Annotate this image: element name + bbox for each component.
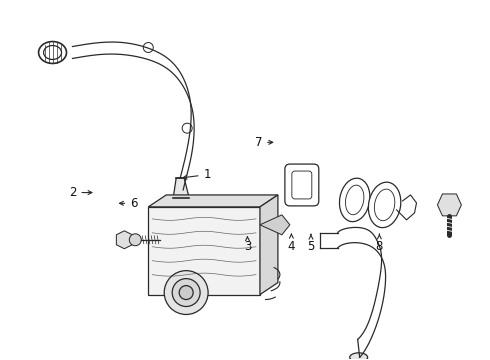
Bar [148,207,260,294]
Polygon shape [260,195,278,294]
FancyBboxPatch shape [285,164,319,206]
Circle shape [172,279,200,306]
Circle shape [164,271,208,315]
Ellipse shape [44,45,62,59]
Text: 6: 6 [120,197,138,210]
Circle shape [179,285,193,300]
Circle shape [143,42,153,53]
Circle shape [182,123,192,133]
Polygon shape [148,195,278,207]
Text: 1: 1 [183,168,211,181]
Text: 5: 5 [307,234,315,253]
Text: 7: 7 [255,136,273,149]
Text: 8: 8 [376,234,383,253]
Polygon shape [438,194,462,216]
Ellipse shape [350,353,368,360]
Text: 3: 3 [244,237,251,253]
Text: 2: 2 [69,186,92,199]
Polygon shape [116,231,132,249]
FancyBboxPatch shape [292,171,312,199]
Circle shape [129,234,141,246]
Ellipse shape [39,41,67,63]
Polygon shape [260,215,290,235]
Polygon shape [173,178,189,198]
Text: 4: 4 [288,234,295,253]
Ellipse shape [345,185,364,215]
Ellipse shape [340,178,370,222]
Ellipse shape [374,189,395,221]
Ellipse shape [368,182,401,228]
